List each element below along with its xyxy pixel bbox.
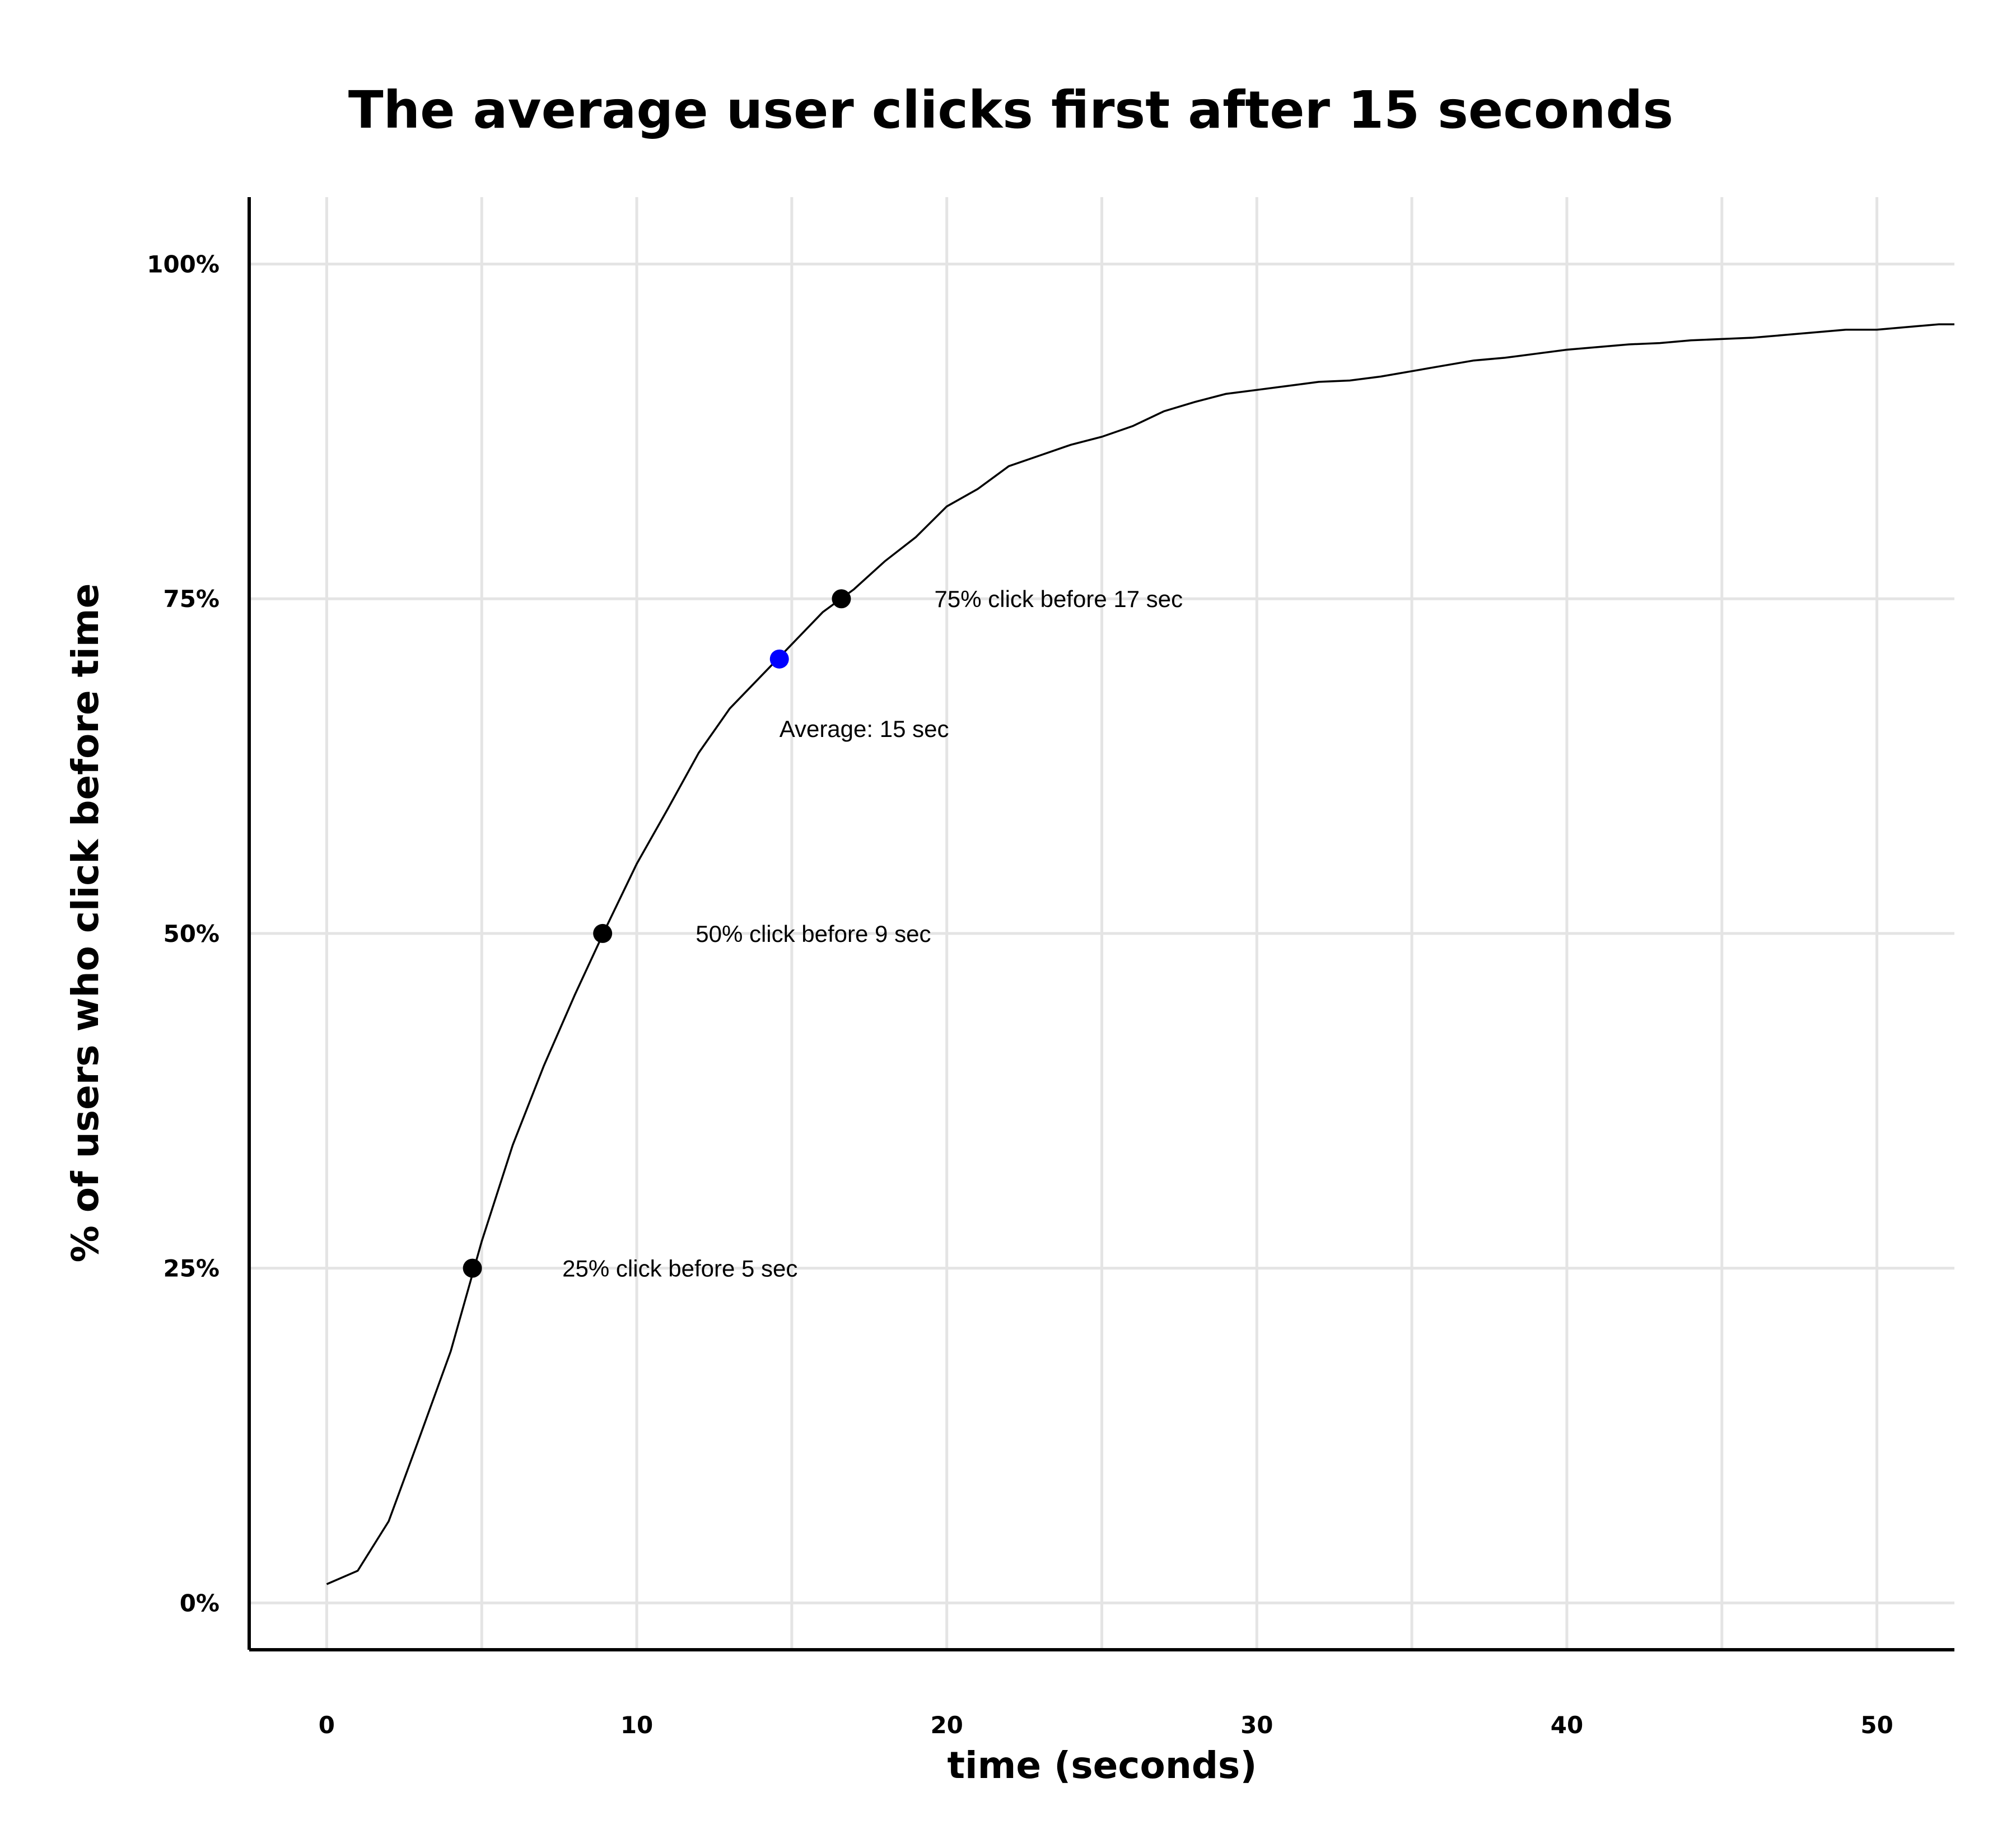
marker-point: [769, 649, 789, 669]
marker-point: [593, 923, 613, 943]
x-tick-label: 50: [1860, 1711, 1893, 1739]
x-tick-label: 40: [1551, 1711, 1583, 1739]
x-tick-label: 10: [620, 1711, 653, 1739]
annotations: 25% click before 5 sec 50% click before 9…: [562, 586, 1183, 1281]
marker-point: [463, 1258, 482, 1278]
marker-annotation: 75% click before 17 sec: [935, 586, 1183, 612]
y-tick-label: 25%: [163, 1255, 220, 1282]
series-line: [326, 323, 1954, 1585]
marker-annotation: Average: 15 sec: [780, 716, 949, 742]
y-tick-label: 50%: [163, 920, 220, 948]
axes: [248, 197, 1954, 1651]
y-axis-title: % of users who click before time: [64, 584, 107, 1263]
tick-labels: 0 10 20 30 40 50 0% 25% 50% 75% 100%: [147, 251, 1893, 1739]
grid-lines: [249, 197, 1954, 1650]
marker-annotation: 25% click before 5 sec: [562, 1256, 797, 1282]
y-tick-label: 100%: [147, 251, 220, 278]
chart-title: The average user clicks first after 15 s…: [348, 80, 1673, 140]
x-axis-title: time (seconds): [947, 1744, 1257, 1787]
y-tick-label: 75%: [163, 585, 220, 613]
x-tick-label: 30: [1240, 1711, 1273, 1739]
y-tick-label: 0%: [180, 1589, 220, 1617]
x-tick-label: 0: [319, 1711, 335, 1739]
marker-annotation: 50% click before 9 sec: [696, 921, 931, 947]
x-tick-label: 20: [930, 1711, 963, 1739]
markers: [463, 589, 851, 1278]
marker-point: [832, 589, 851, 609]
